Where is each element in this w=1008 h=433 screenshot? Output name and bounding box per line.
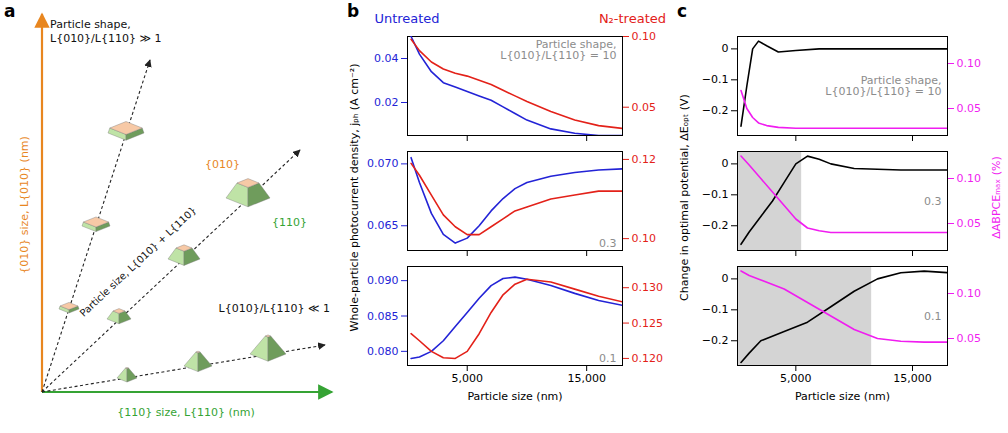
html-text:N₂-treated: N₂-treated — [598, 11, 666, 26]
svg-text:0.05: 0.05 — [957, 332, 982, 345]
svg-text:0.10: 0.10 — [632, 30, 657, 43]
svg-text:0.12: 0.12 — [632, 153, 657, 166]
svg-text:0.120: 0.120 — [632, 352, 664, 365]
svg-text:0.090: 0.090 — [367, 274, 399, 287]
svg-text:Particle size (nm): Particle size (nm) — [795, 390, 890, 403]
svg-text:0: 0 — [722, 42, 729, 55]
svg-text:0: 0 — [722, 272, 729, 285]
svg-text:0.05: 0.05 — [632, 101, 657, 114]
svg-text:Particle size (nm): Particle size (nm) — [467, 390, 562, 403]
svg-text:0.070: 0.070 — [367, 157, 399, 170]
svg-text:Particle shape,: Particle shape, — [50, 18, 131, 31]
svg-text:0.1: 0.1 — [599, 352, 617, 365]
svg-text:0.065: 0.065 — [367, 219, 399, 232]
svg-text:−0.1: −0.1 — [702, 188, 729, 201]
svg-text:−0.1: −0.1 — [702, 303, 729, 316]
svg-text:0.05: 0.05 — [957, 102, 982, 115]
svg-text:15,000: 15,000 — [893, 372, 932, 385]
svg-text:0.04: 0.04 — [374, 52, 399, 65]
html-text:b: b — [347, 1, 360, 21]
svg-text:0.1: 0.1 — [924, 310, 942, 323]
svg-text:0.10: 0.10 — [957, 57, 982, 70]
svg-text:0.10: 0.10 — [957, 172, 982, 185]
svg-text:0.3: 0.3 — [599, 237, 617, 250]
svg-text:{110}: {110} — [272, 216, 307, 229]
svg-text:Particle shape,L{010}/L{110} =: Particle shape,L{010}/L{110} = 10 — [825, 74, 941, 98]
html-text:a: a — [4, 1, 16, 21]
svg-text:{010}: {010} — [205, 158, 240, 171]
svg-text:15,000: 15,000 — [567, 372, 606, 385]
svg-text:{110} size, L{110} (nm): {110} size, L{110} (nm) — [117, 406, 255, 419]
svg-text:5,000: 5,000 — [780, 372, 812, 385]
svg-text:0.05: 0.05 — [957, 217, 982, 230]
svg-text:0.085: 0.085 — [367, 310, 399, 323]
svg-text:0.125: 0.125 — [632, 317, 664, 330]
svg-text:−0.2: −0.2 — [702, 219, 729, 232]
html-text:c: c — [677, 1, 688, 21]
svg-text:Particle shape,L{010}/L{110} =: Particle shape,L{010}/L{110} = 10 — [500, 38, 616, 62]
svg-text:−0.2: −0.2 — [702, 334, 729, 347]
svg-text:0.02: 0.02 — [374, 96, 399, 109]
svg-text:0.10: 0.10 — [632, 232, 657, 245]
svg-text:0.10: 0.10 — [957, 287, 982, 300]
svg-text:−0.2: −0.2 — [702, 104, 729, 117]
svg-text:L{010}/L{110} ≫ 1: L{010}/L{110} ≫ 1 — [50, 32, 161, 45]
svg-text:Particle size, L{010} + L{110}: Particle size, L{010} + L{110} — [77, 204, 198, 318]
html-text:Change in optimal potential, Δ: Change in optimal potential, ΔEₒₚₜ (V) — [677, 94, 691, 301]
svg-text:0.130: 0.130 — [632, 281, 664, 294]
svg-text:L{010}/L{110} ≪ 1: L{010}/L{110} ≪ 1 — [219, 302, 330, 315]
svg-text:−0.1: −0.1 — [702, 73, 729, 86]
html-text:Whole-particle photocurrent de: Whole-particle photocurrent density, jₚₕ… — [347, 63, 361, 332]
svg-text:0.3: 0.3 — [924, 195, 942, 208]
svg-text:0: 0 — [722, 157, 729, 170]
svg-text:0.080: 0.080 — [367, 345, 399, 358]
html-text:ΔABPCEₘₐₓ (%): ΔABPCEₘₐₓ (%) — [989, 156, 1003, 239]
html-text:Untreated: Untreated — [374, 11, 440, 26]
svg-text:{010} size, L{010} (nm): {010} size, L{010} (nm) — [18, 136, 31, 274]
svg-text:5,000: 5,000 — [451, 372, 483, 385]
